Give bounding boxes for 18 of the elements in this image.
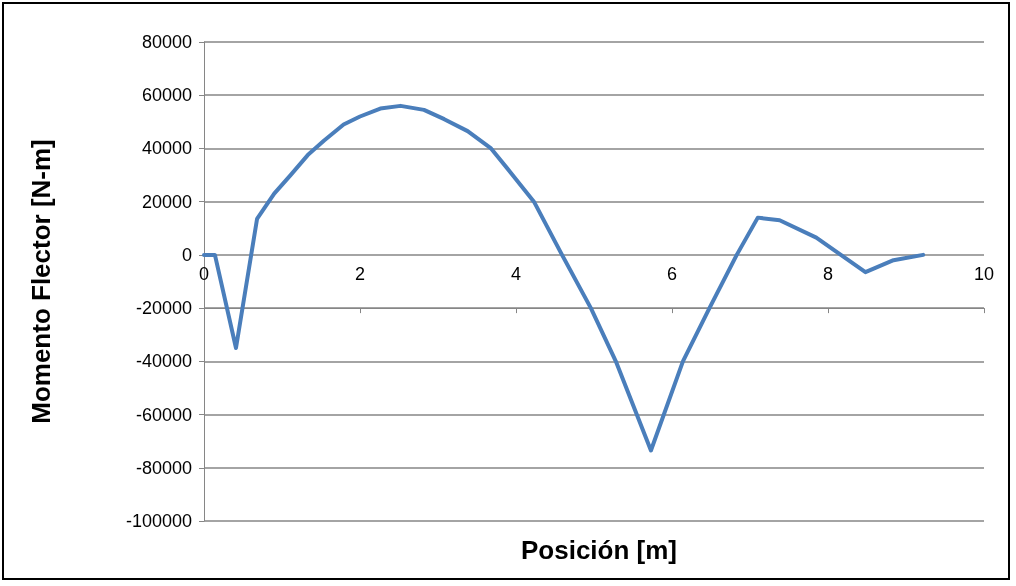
x-tick-label: 0 [198, 263, 210, 284]
x-tick-label: 8 [822, 263, 834, 284]
y-tick-label: 0 [181, 244, 192, 265]
y-tick-label: -80000 [135, 457, 192, 478]
x-tick-label: 6 [666, 263, 678, 284]
y-tick-label: -60000 [135, 404, 192, 425]
y-tick-label: -40000 [135, 351, 192, 372]
y-tick-label: 20000 [141, 191, 192, 212]
y-axis-title: Momento Flector [N-m] [26, 139, 56, 424]
x-tick-label: 4 [510, 263, 522, 284]
x-axis-title: Posición [m] [520, 535, 678, 565]
x-tick-label: 10 [973, 263, 995, 284]
y-tick-label: -100000 [125, 511, 192, 531]
y-tick-label: 60000 [141, 85, 192, 106]
y-tick-label: 80000 [141, 32, 192, 52]
y-tick-label: 40000 [141, 138, 192, 159]
x-tick-label: 2 [354, 263, 366, 284]
y-tick-label: -20000 [135, 298, 192, 319]
